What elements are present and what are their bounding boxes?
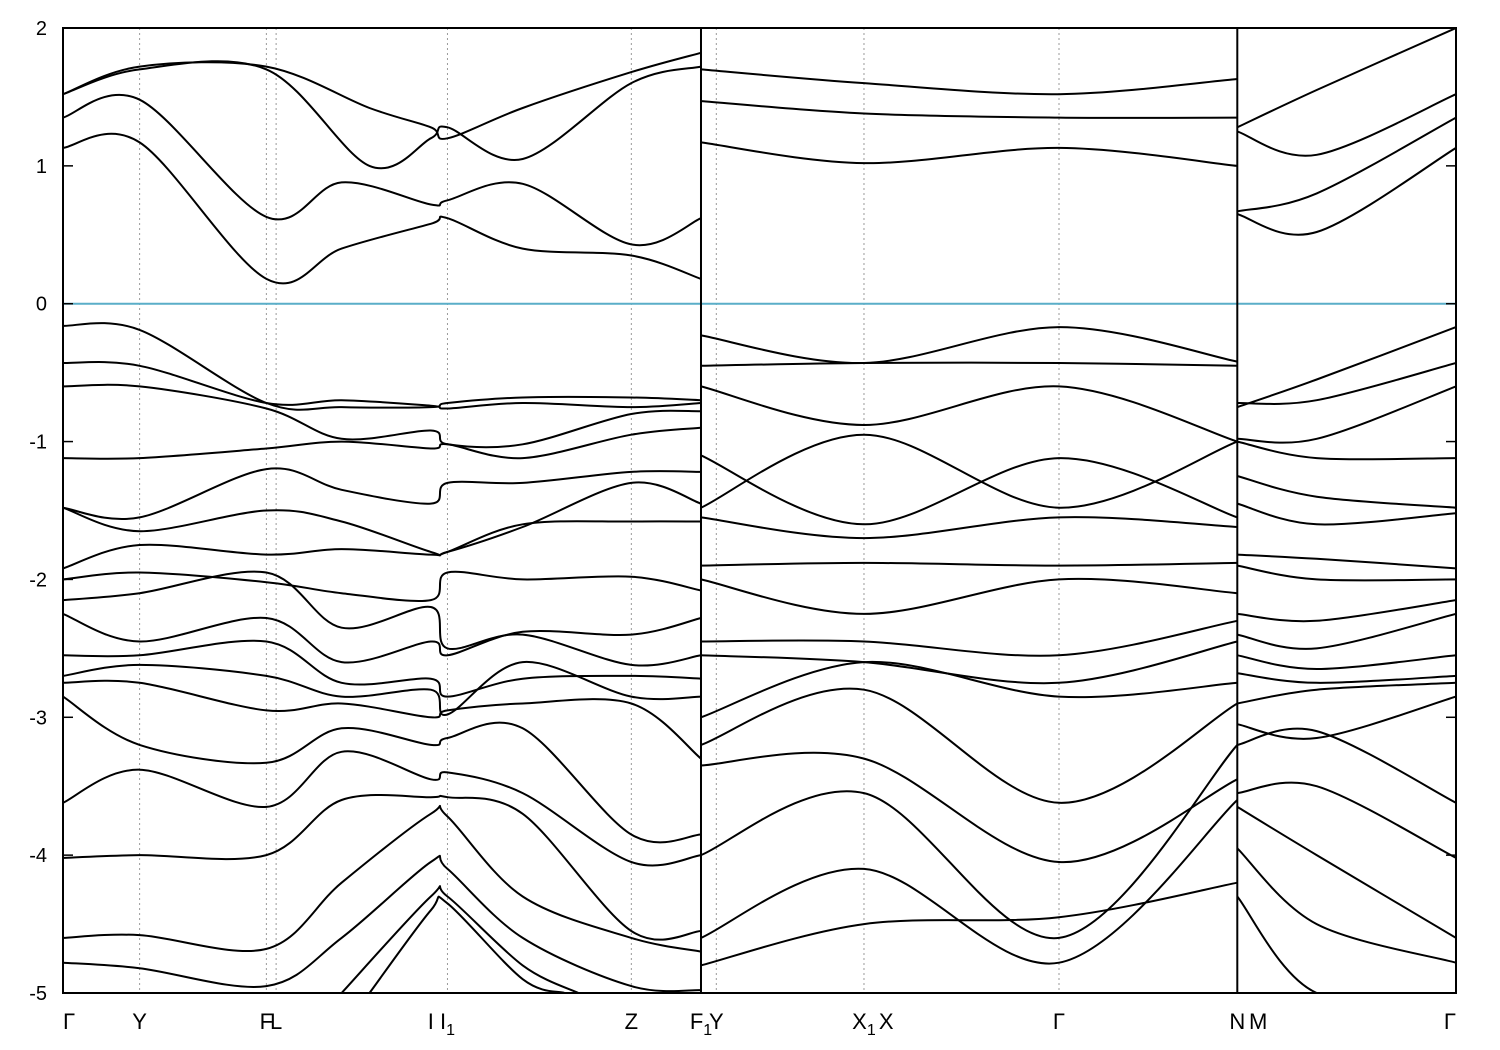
x-tick-label: I: [428, 1009, 434, 1034]
x-tick-label: Γ: [63, 1009, 75, 1034]
x-tick-label: Γ: [1444, 1009, 1456, 1034]
band-line-62: [1237, 781, 1456, 859]
x-tick-label: Y: [132, 1009, 147, 1034]
y-tick-label: -2: [29, 569, 47, 591]
y-axis-ticks: 2 1 0 -1 -2 -3 -4 -5: [29, 18, 1456, 1005]
band-line-34: [700, 577, 1238, 615]
band-line-11: [63, 570, 702, 603]
x-tick-label: Z: [625, 1009, 638, 1034]
band-line-14: [63, 639, 702, 698]
y-tick-label: 1: [36, 156, 47, 178]
band-line-15: [63, 661, 702, 716]
band-line-39: [700, 751, 1238, 864]
band-line-55: [1237, 599, 1456, 623]
band-line-52: [1237, 502, 1456, 526]
band-line-60: [1237, 695, 1456, 740]
band-line-7: [63, 426, 702, 460]
band-line-40: [700, 744, 1239, 939]
band-line-65: [1236, 895, 1456, 993]
band-line-21: [63, 854, 702, 993]
band-line-32: [700, 516, 1238, 540]
band-line-30: [700, 454, 1238, 526]
band-line-27: [700, 326, 1238, 365]
band-line-37: [700, 660, 1238, 719]
high-symmetry-guides: [139, 28, 1238, 993]
path-break-lines: [699, 28, 1239, 993]
band-line-19: [63, 794, 702, 941]
y-tick-label: 2: [36, 18, 47, 40]
y-tick-label: -3: [29, 707, 47, 729]
band-line-33: [700, 561, 1238, 567]
band-line-8: [63, 467, 702, 520]
band-line-18: [63, 750, 702, 867]
x-tick-label: X1: [852, 1009, 876, 1039]
band-line-35: [700, 619, 1238, 657]
plot-frame: [62, 27, 1457, 994]
band-line-48: [1237, 362, 1456, 405]
y-tick-label: -1: [29, 432, 47, 454]
band-line-1: [63, 93, 702, 247]
band-line-4: [63, 322, 702, 411]
band-line-26: [700, 68, 1238, 96]
band-line-36: [700, 640, 1238, 685]
band-line-54: [1237, 564, 1456, 582]
band-line-46: [1237, 147, 1456, 236]
band-line-6: [63, 383, 702, 449]
band-lines: [63, 28, 1456, 993]
band-line-38: [700, 687, 1238, 804]
band-line-51: [1237, 475, 1456, 509]
y-tick-label: 0: [36, 294, 47, 316]
band-line-49: [1237, 385, 1456, 444]
x-tick-label: Γ: [1053, 1009, 1065, 1034]
band-line-59: [1237, 681, 1456, 705]
band-line-53: [1237, 553, 1456, 570]
band-line-16: [63, 679, 702, 760]
band-line-47: [1236, 326, 1456, 409]
y-tick-label: -4: [29, 845, 47, 867]
x-axis-ticks: Γ Y FL I I1 Z F1Y X1 X Γ N M Γ: [63, 1009, 1456, 1039]
band-line-9: [63, 481, 702, 557]
x-tick-label: X: [879, 1009, 894, 1034]
x-tick-label: M: [1249, 1009, 1267, 1034]
band-line-0: [63, 132, 702, 285]
x-tick-label: N: [1229, 1009, 1245, 1034]
band-line-5: [63, 361, 702, 410]
x-tick-label: L: [270, 1009, 282, 1034]
band-line-57: [1237, 654, 1456, 670]
x-tick-label: Y: [709, 1009, 724, 1034]
band-line-22: [340, 885, 579, 993]
band-line-61: [1237, 727, 1456, 804]
band-line-10: [63, 520, 702, 570]
band-line-31: [700, 433, 1238, 509]
band-line-29: [700, 385, 1238, 443]
band-line-64: [1236, 847, 1456, 964]
band-line-50: [1237, 440, 1456, 461]
band-line-56: [1237, 612, 1456, 650]
band-line-12: [63, 570, 702, 667]
y-tick-label: -5: [29, 983, 47, 1005]
band-line-28: [700, 361, 1238, 367]
band-line-20: [63, 804, 702, 953]
x-tick-label: F: [260, 1009, 273, 1034]
band-line-44: [1236, 93, 1456, 157]
band-line-42: [700, 881, 1238, 967]
band-line-24: [700, 141, 1238, 167]
band-line-43: [1236, 28, 1456, 129]
band-line-63: [1236, 806, 1456, 939]
band-line-41: [700, 799, 1238, 965]
band-line-13: [63, 612, 702, 664]
band-line-58: [1237, 672, 1456, 684]
band-line-25: [700, 100, 1238, 119]
x-tick-label: F1: [690, 1009, 712, 1039]
band-line-3: [63, 51, 702, 140]
band-line-45: [1237, 116, 1456, 213]
band-line-2: [63, 60, 702, 170]
band-line-17: [63, 695, 702, 844]
x-tick-label: I1: [440, 1009, 455, 1039]
band-line-23: [368, 895, 565, 993]
